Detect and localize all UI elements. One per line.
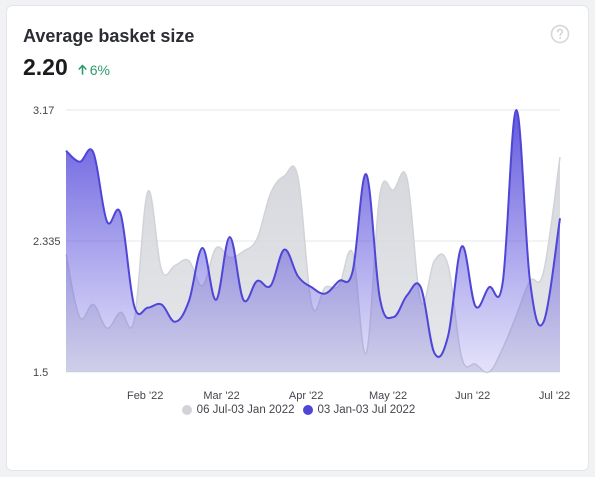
y-tick-label: 2.335 xyxy=(33,236,61,248)
question-circle-icon[interactable] xyxy=(550,24,570,44)
series-line-current xyxy=(65,108,561,358)
delta-badge: 6% xyxy=(78,62,110,78)
legend-label-current: 03 Jan-03 Jul 2022 xyxy=(317,404,416,416)
metric: 2.20 6% xyxy=(23,54,110,81)
x-tick-label: Jul '22 xyxy=(539,390,570,402)
legend-item-current[interactable]: 03 Jan-03 Jul 2022 xyxy=(302,404,416,416)
x-tick-label: Jun '22 xyxy=(455,390,490,402)
x-tick-label: Apr '22 xyxy=(289,390,324,402)
delta-value: 6% xyxy=(89,61,110,78)
area-chart: 3.17 2.335 1.5 Feb '22 Mar '22 Apr '22 May '22… xyxy=(33,105,570,402)
legend-dot-previous xyxy=(181,405,192,415)
legend-dot-current xyxy=(302,405,313,415)
x-tick-label: May '22 xyxy=(369,390,407,402)
legend-item-previous[interactable]: 06 Jul-03 Jan 2022 xyxy=(181,404,295,416)
card-title: Average basket size xyxy=(23,26,195,46)
x-tick-label: Mar '22 xyxy=(203,390,239,402)
x-tick-label: Feb '22 xyxy=(127,390,163,402)
arrow-up-icon xyxy=(78,64,87,75)
metric-value: 2.20 xyxy=(23,54,68,80)
legend-label-previous: 06 Jul-03 Jan 2022 xyxy=(196,404,295,416)
chart-legend: 06 Jul-03 Jan 2022 03 Jan-03 Jul 2022 xyxy=(7,404,590,416)
series-area-current xyxy=(66,109,560,373)
average-basket-size-card: Average basket size 2.20 6% 3.17 2.335 1.5… xyxy=(6,5,589,471)
y-tick-label: 1.5 xyxy=(33,367,48,379)
y-tick-label: 3.17 xyxy=(33,105,54,117)
